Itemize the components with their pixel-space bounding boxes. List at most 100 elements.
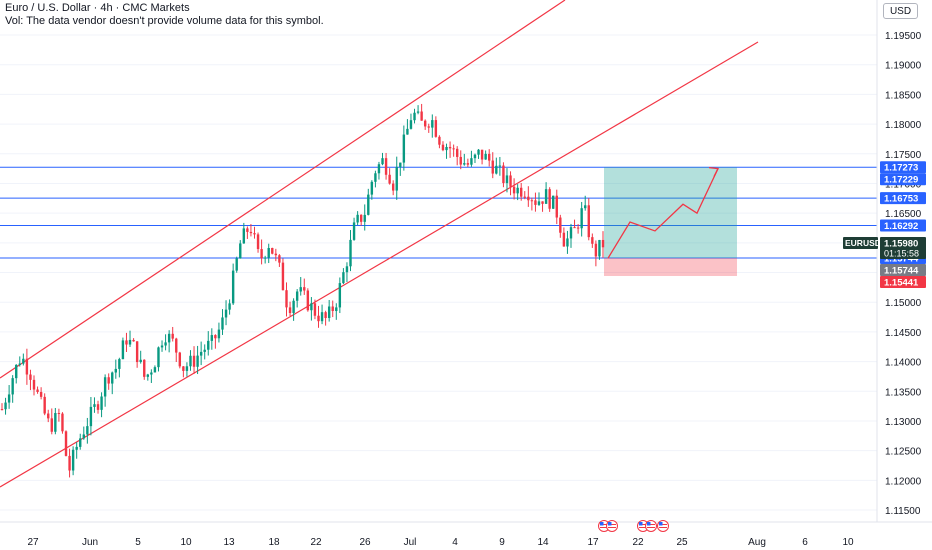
candle-body — [335, 307, 338, 312]
candle-body — [367, 194, 370, 215]
price-tick-label: 1.11500 — [885, 506, 921, 517]
candle-body — [57, 413, 61, 415]
candle-body — [7, 394, 11, 403]
candle-body — [281, 262, 285, 291]
candle-body — [523, 196, 526, 198]
candle-body — [601, 239, 605, 248]
candle-body — [587, 205, 590, 238]
candle-body — [455, 148, 459, 157]
price-axis[interactable]: 1.195001.190001.185001.180001.175001.170… — [843, 0, 932, 550]
candle-body — [203, 349, 206, 352]
candle-body — [566, 238, 569, 247]
countdown-label: 01:15:58 — [884, 249, 919, 259]
candle-body — [167, 333, 171, 343]
candle-body — [103, 377, 107, 397]
projection-path — [607, 168, 719, 259]
candle-body — [448, 146, 452, 149]
candle-body — [260, 249, 263, 259]
candle-body — [274, 253, 278, 256]
projection-arrow[interactable] — [607, 166, 719, 259]
candle-body — [153, 367, 157, 373]
candle-body — [249, 231, 253, 234]
candle-body — [399, 162, 402, 167]
candle-body — [128, 339, 132, 345]
candle-body — [29, 374, 32, 380]
candle-body — [527, 196, 530, 201]
candle-body — [491, 160, 494, 174]
candle-body — [210, 335, 214, 341]
candle-body — [121, 340, 125, 360]
candle-body — [331, 306, 334, 312]
candle-body — [356, 214, 359, 223]
candle-body — [466, 163, 470, 165]
candle-body — [548, 189, 551, 209]
price-tick-label: 1.15000 — [885, 298, 922, 309]
candle-body — [463, 163, 466, 165]
candle-body — [594, 243, 598, 257]
price-badge — [880, 219, 926, 232]
candle-body — [125, 340, 128, 345]
last-price-label: 1.15980 — [884, 239, 918, 250]
economic-events[interactable] — [598, 520, 669, 532]
candle-body — [591, 237, 594, 244]
candle-body — [253, 233, 256, 235]
candle-body — [185, 366, 189, 371]
candle-body — [384, 158, 388, 175]
price-tick-label: 1.13500 — [885, 387, 922, 398]
candle-body — [175, 338, 178, 353]
time-tick-label: 13 — [223, 537, 235, 548]
candle-body — [288, 307, 292, 314]
candle-body — [562, 232, 566, 247]
price-tick-label: 1.12000 — [885, 476, 922, 487]
us-event-flag-icon — [657, 520, 669, 532]
currency-button[interactable]: USD — [883, 3, 918, 19]
time-tick-label: 4 — [452, 537, 458, 548]
candle-body — [54, 413, 57, 432]
projection-arrowhead — [708, 166, 719, 177]
candle-body — [477, 149, 480, 155]
candle-body — [242, 228, 246, 244]
candle-body — [381, 158, 384, 165]
candle-body — [217, 329, 221, 339]
candle-body — [11, 378, 14, 395]
candle-body — [64, 431, 68, 456]
candle-body — [406, 128, 409, 135]
candle-body — [555, 195, 558, 218]
candle-body — [345, 266, 349, 273]
candle-body — [39, 391, 43, 397]
candle-body — [146, 374, 150, 377]
candle-body — [100, 396, 103, 410]
time-tick-label: 27 — [27, 537, 39, 548]
candle-body — [495, 165, 498, 174]
price-badge-label: 1.17273 — [884, 163, 918, 174]
candle-body — [96, 404, 100, 410]
candle-body — [569, 227, 573, 239]
candle-body — [207, 340, 210, 350]
long-position-tool[interactable] — [604, 167, 737, 277]
price-badge-label: 1.17229 — [884, 175, 918, 186]
candle-body — [61, 413, 64, 432]
candle-body — [434, 120, 438, 137]
candle-body — [576, 227, 580, 229]
candle-body — [189, 355, 192, 367]
candle-body — [484, 153, 487, 160]
candle-body — [271, 247, 274, 254]
price-tick-label: 1.17500 — [885, 150, 922, 161]
time-tick-label: 14 — [537, 537, 549, 548]
candle-body — [79, 438, 82, 447]
candle-body — [388, 174, 391, 184]
time-tick-label: 5 — [135, 537, 141, 548]
candle-body — [516, 187, 519, 194]
ascending-channel[interactable] — [0, 0, 759, 488]
candle-body — [111, 372, 114, 384]
candle-body — [0, 409, 4, 411]
candle-body — [292, 300, 295, 314]
candle-body — [196, 355, 199, 367]
candle-body — [114, 368, 117, 373]
candle-body — [22, 358, 25, 364]
time-tick-label: 10 — [842, 537, 854, 548]
candle-body — [598, 239, 601, 257]
time-axis[interactable]: 27 Jun 5 10 13 18 22 26 Jul 4 9 14 17 22 25 Aug 6 10 — [0, 521, 932, 548]
candle-body — [552, 195, 555, 209]
